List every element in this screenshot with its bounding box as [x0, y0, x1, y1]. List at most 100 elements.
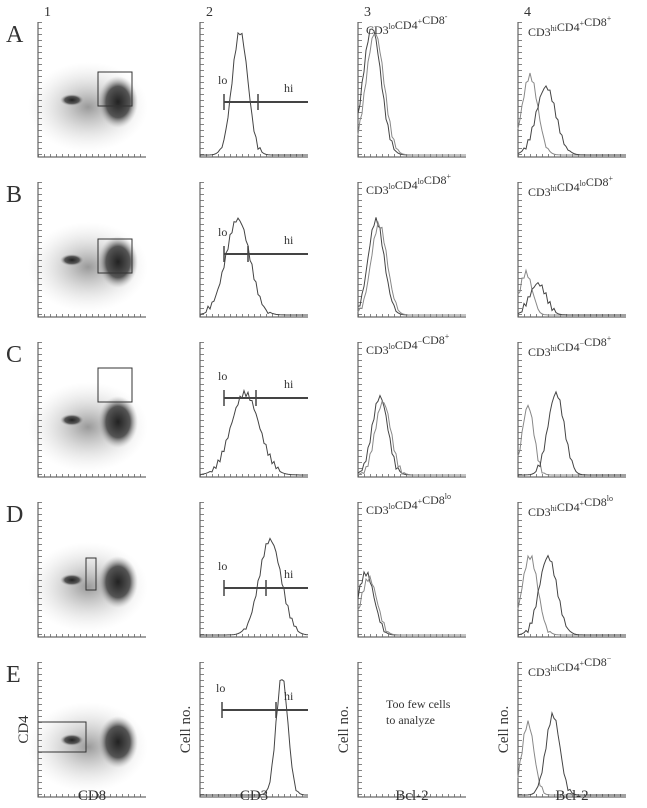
marker-level: hi — [551, 504, 558, 513]
axis-frame — [517, 662, 626, 798]
x-ticks — [38, 793, 146, 797]
x-ticks — [38, 633, 146, 637]
panel: CD3hiCD4+CD8+ — [517, 14, 626, 158]
marker-level: + — [446, 172, 451, 181]
marker-level: hi — [551, 664, 558, 673]
panel — [28, 502, 148, 638]
gate-label: lo — [218, 225, 227, 239]
gate-label: lo — [218, 369, 227, 383]
gate-label: hi — [284, 377, 294, 391]
y-ticks — [200, 182, 204, 317]
marker-name: CD8 — [424, 173, 447, 187]
gate-label: lo — [218, 73, 227, 87]
histogram — [200, 31, 308, 156]
y-ticks — [358, 502, 362, 637]
marker-name: CD4 — [395, 498, 418, 512]
y-ticks — [358, 342, 362, 477]
panel: CD3loCD4+CD8- — [357, 12, 466, 158]
scatter-cluster — [60, 734, 84, 746]
population-label: CD3loCD4+CD8- — [366, 12, 448, 37]
population-label: CD3hiCD4+CD8− — [528, 654, 612, 679]
column-number: 1 — [44, 5, 51, 20]
marker-level: lo — [389, 182, 395, 191]
panel: Too few cells to analyze — [357, 662, 466, 798]
y-ticks — [200, 342, 204, 477]
scatter-cluster — [98, 76, 138, 128]
axis-frame — [517, 22, 626, 158]
y-ticks — [38, 182, 42, 317]
gate-label: hi — [284, 567, 294, 581]
column-number: 3 — [364, 5, 371, 20]
x-ticks — [200, 633, 308, 637]
histogram — [357, 220, 466, 316]
marker-level: lo — [580, 179, 586, 188]
column-number: 4 — [524, 5, 531, 20]
marker-level: lo — [445, 492, 451, 501]
scatter-cluster — [60, 94, 84, 106]
marker-name: CD4 — [557, 20, 580, 34]
row-letter: D — [6, 502, 23, 528]
gate-label: hi — [284, 81, 294, 95]
axis-frame — [357, 502, 466, 638]
histogram — [357, 570, 466, 636]
row-letter: C — [6, 342, 22, 368]
marker-level: + — [580, 19, 585, 28]
x-axis-label: CD3 — [240, 788, 268, 804]
marker-name: CD8 — [586, 175, 609, 189]
histogram — [199, 388, 308, 476]
axis-frame — [517, 342, 626, 478]
marker-name: CD8 — [584, 495, 607, 509]
gate — [97, 367, 133, 403]
marker-level: - — [445, 12, 448, 21]
panel: CD3hiCD4+CD8lo — [517, 494, 626, 638]
histogram — [517, 554, 626, 636]
marker-name: CD8 — [422, 333, 445, 347]
x-ticks — [200, 153, 308, 157]
y-axis-label: Cell no. — [496, 706, 512, 754]
histogram — [357, 574, 466, 636]
y-ticks — [38, 342, 42, 477]
histogram — [517, 268, 626, 316]
scatter-cluster — [98, 556, 138, 608]
scatter-cluster — [98, 396, 138, 448]
panel: CD3hiCD4−CD8+ — [517, 334, 626, 478]
y-ticks — [200, 662, 204, 797]
y-ticks — [518, 342, 522, 477]
y-ticks — [38, 502, 42, 637]
marker-level: lo — [389, 342, 395, 351]
marker-name: CD4 — [557, 180, 580, 194]
y-axis-label: Cell no. — [178, 706, 194, 754]
population-label: CD3loCD4−CD8+ — [366, 332, 450, 357]
marker-name: CD4 — [557, 500, 580, 514]
histogram — [518, 711, 626, 796]
histogram — [517, 720, 626, 796]
y-ticks — [358, 182, 362, 317]
histogram — [517, 554, 626, 636]
x-axis-label: Bcl-2 — [555, 788, 588, 804]
y-ticks — [358, 662, 362, 797]
axis-frame — [357, 182, 466, 318]
marker-name: CD8 — [584, 655, 607, 669]
histogram — [357, 400, 466, 476]
population-label: CD3hiCD4−CD8+ — [528, 334, 612, 359]
marker-name: CD4 — [395, 18, 418, 32]
row-letter: E — [6, 662, 21, 688]
marker-level: + — [607, 14, 612, 23]
panel: CD3loCD4loCD8+ — [357, 172, 466, 318]
note: to analyze — [386, 713, 435, 727]
marker-name: CD3 — [528, 25, 551, 39]
marker-level: lo — [418, 177, 424, 186]
marker-level: + — [580, 499, 585, 508]
population-label: CD3loCD4+CD8lo — [366, 492, 451, 517]
y-axis-label: Cell no. — [336, 706, 352, 754]
x-ticks — [38, 313, 146, 317]
scatter-cluster — [60, 574, 84, 586]
marker-level: + — [580, 659, 585, 668]
population-label: CD3hiCD4+CD8lo — [528, 494, 613, 519]
marker-level: lo — [607, 494, 613, 503]
marker-name: CD3 — [366, 183, 389, 197]
marker-name: CD4 — [557, 660, 580, 674]
panel: CD3loCD4−CD8+ — [357, 332, 466, 478]
x-ticks — [200, 313, 308, 317]
panel: lo hi — [199, 342, 308, 478]
